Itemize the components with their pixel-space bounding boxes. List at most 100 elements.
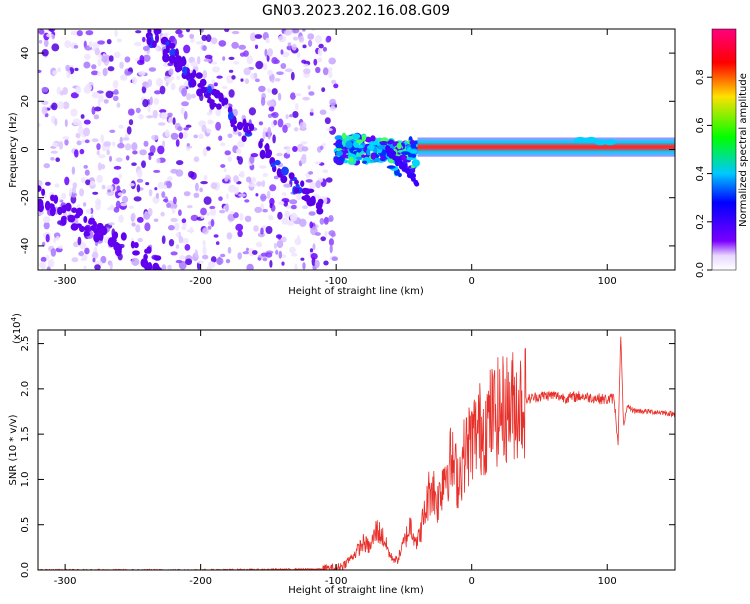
spectrogram-noise-cell <box>228 56 235 61</box>
x-tick-label: 0 <box>469 576 475 587</box>
spectrogram-noise-cell <box>278 250 283 259</box>
spectrogram-noise-cell <box>38 39 43 44</box>
spectrogram-noise-cell <box>58 141 64 150</box>
spectrogram-noise-cell <box>163 184 167 190</box>
spectrogram-noise-cell <box>116 185 121 192</box>
spectrogram-noise-cell <box>121 189 127 194</box>
spectrogram-cluster-cell <box>379 141 389 146</box>
spectrogram-y-ticks: -40 -20 0 20 40 <box>20 47 675 254</box>
spectrogram-noise-cell <box>289 212 298 222</box>
colorbar-tick-label: 0.6 <box>695 117 706 133</box>
spectrogram-noise-cell <box>251 176 256 184</box>
spectrogram-noise-cell <box>76 30 83 37</box>
spectrogram-noise-cell <box>151 134 159 141</box>
spectrogram-noise-cell <box>190 214 199 222</box>
spectrogram-noise-cell <box>277 211 283 220</box>
spectrogram-cluster-cell <box>352 133 361 140</box>
y-tick-label: -20 <box>20 190 31 206</box>
spectrogram-noise-cell <box>237 140 245 148</box>
spectrogram-noise-cell <box>207 119 214 125</box>
spectrogram-noise-cell <box>57 245 63 249</box>
spectrogram-cluster-cell <box>370 135 376 142</box>
spectrogram-noise-cell <box>228 69 234 73</box>
spectrogram-noise-cell <box>199 187 204 193</box>
spectrogram-noise-cell <box>96 143 101 151</box>
spectrogram-noise-cell <box>105 90 114 99</box>
spectrogram-noise-cell <box>141 160 146 168</box>
spectrogram-streak-cell <box>65 202 72 212</box>
spectrogram-noise-cell <box>215 108 222 117</box>
spectrogram-noise-cell <box>276 71 284 75</box>
spectrogram-noise-cell <box>302 262 306 270</box>
snr-series-line <box>38 336 675 570</box>
spectrogram-noise-cell <box>143 140 149 147</box>
colorbar-tick-label: 0.8 <box>695 69 706 85</box>
spectrogram-noise-cell <box>115 189 121 199</box>
spectrogram-noise-cell <box>301 153 307 160</box>
spectrogram-noise-cell <box>91 70 99 76</box>
spectrogram-noise-cell <box>225 193 229 200</box>
spectrogram-noise-cell <box>327 67 333 72</box>
spectrogram-noise-cell <box>283 183 292 188</box>
spectrogram-noise-cell <box>267 134 271 140</box>
spectrogram-noise-cell <box>243 50 249 57</box>
spectrogram-noise-cell <box>222 56 226 61</box>
spectrogram-noise-cell <box>273 119 278 126</box>
spectrogram-noise-cell <box>74 149 79 158</box>
spectrogram-noise-cell <box>147 104 151 113</box>
spectrogram-noise-cell <box>309 221 314 229</box>
spectrogram-noise-cell <box>188 170 195 178</box>
spectrogram-noise-cell <box>112 177 120 185</box>
spectrogram-noise-cell <box>162 32 170 37</box>
spectrogram-streak-cell <box>83 231 91 237</box>
spectrogram-noise-cell <box>83 61 91 69</box>
spectrogram-noise-cell <box>162 140 166 148</box>
spectrogram-noise-cell <box>206 111 212 116</box>
spectrogram-noise-cell <box>45 181 51 186</box>
spectrogram-x-label: Height of straight line (km) <box>288 286 424 297</box>
spectrogram-streak-cell <box>281 166 289 176</box>
spectrogram-noise-cell <box>97 58 102 67</box>
spectrogram-noise-cell <box>175 232 180 238</box>
spectrogram-noise-cell <box>292 146 298 152</box>
spectrogram-streak-cell <box>111 238 117 243</box>
spectrogram-cluster-cell <box>412 159 420 167</box>
spectrogram-noise-cell <box>109 204 115 211</box>
spectrogram-noise-cell <box>117 142 125 149</box>
spectrogram-noise-cell <box>178 33 184 38</box>
spectrogram-noise-cell <box>53 237 57 243</box>
spectrogram-noise-cell <box>44 38 49 48</box>
x-tick-label: -300 <box>54 276 77 287</box>
spectrogram-streak-cell <box>181 74 188 79</box>
y-tick-label: 0.5 <box>20 517 31 533</box>
spectrogram-noise-cell <box>40 256 47 263</box>
spectrogram-cluster-cell <box>336 150 343 156</box>
spectrogram-noise-cell <box>200 215 204 220</box>
x-tick-label: -300 <box>54 576 77 587</box>
colorbar-tick-label: 0.4 <box>695 166 706 182</box>
spectrogram-noise-cell <box>102 68 108 77</box>
spectrogram-noise-cell <box>45 254 50 260</box>
spectrogram-noise-cell <box>267 126 272 136</box>
spectrogram-noise-cell <box>254 44 259 49</box>
spectrogram-noise-cell <box>46 266 51 270</box>
x-tick-label: -200 <box>189 276 212 287</box>
spectrogram-noise-cell <box>331 256 338 262</box>
spectrogram-noise-cell <box>284 210 291 218</box>
spectrogram-noise-cell <box>91 138 99 143</box>
spectrogram-noise-cell <box>139 55 145 64</box>
spectrogram-noise-cell <box>41 49 49 57</box>
spectrogram-noise-cell <box>308 171 314 175</box>
spectrogram-noise-cell <box>83 265 87 270</box>
spectrogram-noise-cell <box>220 142 226 147</box>
svg-text:(x104): (x104) <box>10 313 23 344</box>
spectrogram-noise-cell <box>225 203 229 212</box>
y-tick-label: 1.5 <box>20 426 31 442</box>
spectrogram-streak-cell <box>57 206 63 216</box>
spectrogram-noise-cell <box>258 165 267 169</box>
spectrogram-noise-cell <box>157 181 165 189</box>
colorbar-gradient <box>711 28 737 271</box>
spectrogram-noise-cell <box>322 67 329 76</box>
spectrogram-noise-cell <box>80 114 85 119</box>
